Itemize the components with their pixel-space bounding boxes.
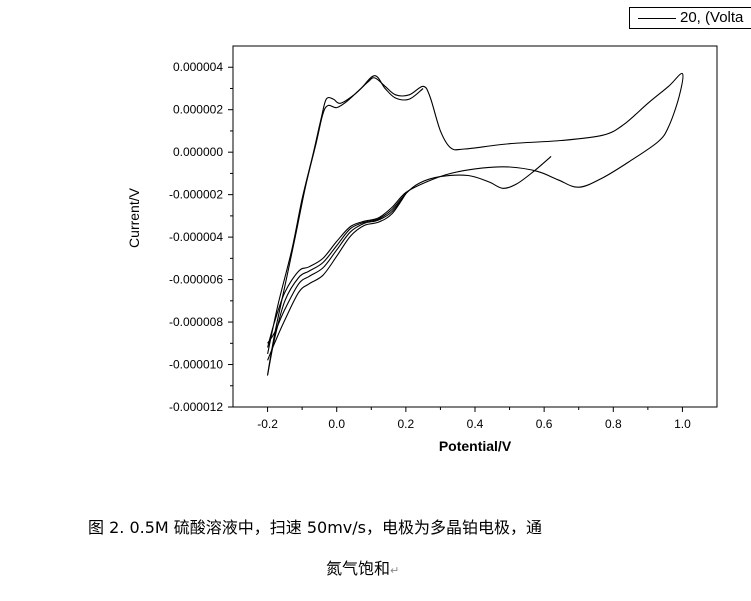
y-axis-label: Current/V [126,187,142,248]
caption-line-2-text: 氮气饱和 [326,559,391,578]
y-tick-label: 0.000004 [173,60,223,74]
series-line-2 [267,75,552,376]
y-tick-label: -0.000006 [169,273,223,287]
y-tick-label: 0.000002 [173,103,223,117]
x-tick-label: -0.2 [257,417,278,431]
y-tick-label: -0.000004 [169,230,223,244]
figure-caption-line-1: 图 2. 0.5M 硫酸溶液中，扫速 50mv/s，电极为多晶铂电极，通 [88,518,543,537]
y-tick-label: -0.000010 [169,358,223,372]
x-tick-label: 0.6 [536,417,553,431]
y-tick-label: 0.000000 [173,145,223,159]
y-tick-label: -0.000008 [169,315,223,329]
x-tick-label: 1.0 [674,417,691,431]
legend-line-swatch [638,18,676,19]
x-tick-label: 0.4 [467,417,484,431]
y-tick-label: -0.000012 [169,400,223,414]
series-line-1 [267,72,684,355]
x-tick-label: 0.2 [398,417,415,431]
paragraph-mark: ↵ [390,564,400,577]
figure-caption-line-2: 氮气饱和↵ [326,555,399,579]
x-axis-label: Potential/V [439,438,512,454]
series-line-4 [267,193,407,361]
x-tick-label: 0.8 [605,417,622,431]
plot-frame [232,45,718,408]
x-tick-label: 0.0 [328,417,345,431]
y-tick-label: -0.000002 [169,188,223,202]
chart-legend: 20, (Volta [629,7,751,29]
legend-label: 20, (Volta [680,9,744,26]
series-line-3 [267,193,407,344]
